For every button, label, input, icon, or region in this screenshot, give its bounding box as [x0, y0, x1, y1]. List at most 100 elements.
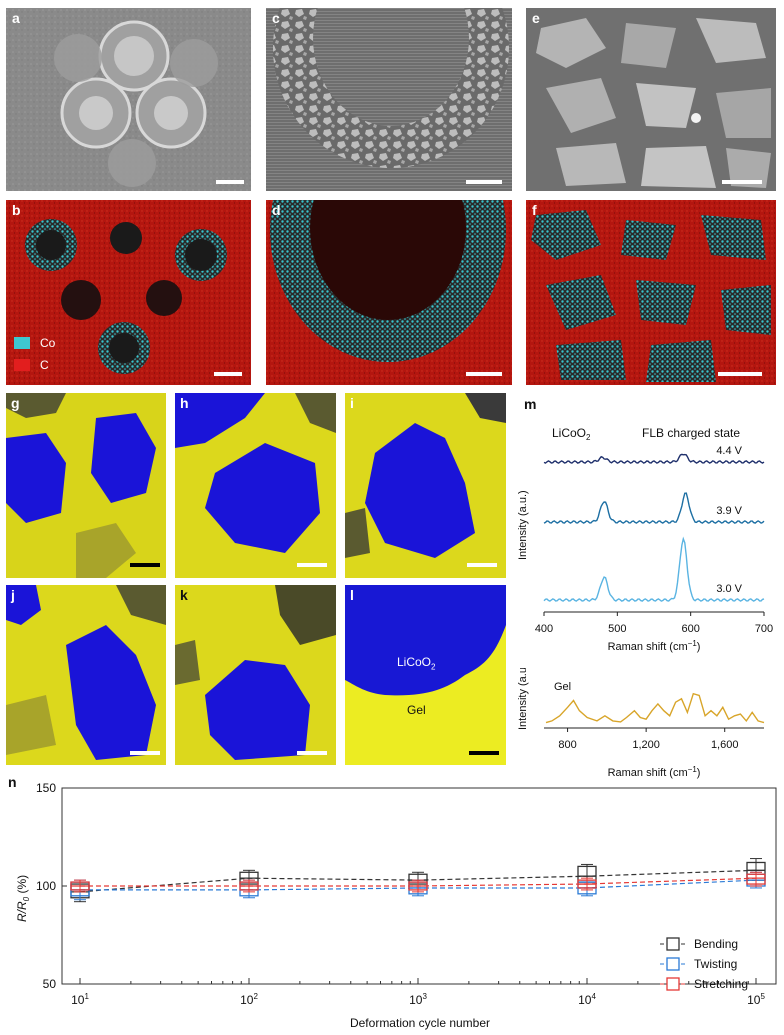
chart-n-xticks: 101 102 103 104 105: [71, 978, 765, 1007]
raman-gel-chart: Gel Intensity (a.u.) 800 1,200 1,600 Raman…: [517, 668, 765, 779]
sem-image-e: e: [526, 8, 776, 191]
label-licoo2-sub: 2: [431, 662, 436, 672]
label-licoo2: LiCoO2: [397, 655, 435, 671]
raman-map-j-graphic: [6, 585, 166, 765]
raman-map-h-graphic: [175, 393, 336, 578]
raman-top-xtick-label: 400: [535, 623, 553, 635]
panel-label-a: a: [12, 10, 20, 26]
chart-n-legend-box: [666, 957, 680, 971]
raman-gel-ylabel: Intensity (a.u.): [517, 668, 529, 730]
chart-n-ytick-label: 100: [36, 879, 56, 893]
chart-n-ytick-label: 50: [43, 977, 57, 991]
raman-gel-ticks: 800 1,200 1,600: [558, 728, 738, 751]
raman-top-ylabel: Intensity (a.u.): [517, 490, 529, 560]
raman-gel-xtick-label: 800: [558, 739, 576, 751]
chart-n-xtick-label: 104: [578, 992, 596, 1007]
chart-n-xtick-label: 103: [409, 992, 427, 1007]
raman-series-label: 3.9 V: [716, 505, 742, 517]
legend-item-c: C: [14, 358, 55, 372]
raman-gel-series-line: [545, 692, 765, 724]
chart-n-legend-label: Bending: [694, 937, 738, 951]
raman-gel-xtick-label: 1,600: [711, 739, 739, 751]
panel-label-j: j: [11, 587, 15, 603]
scale-bar-c: [466, 180, 502, 184]
panel-label-b: b: [12, 202, 21, 218]
sem-image-e-graphic: [526, 8, 776, 191]
legend-swatch-co: [14, 337, 30, 349]
raman-spectra-chart: LiCoO2 FLB charged state Intensity (a.u.…: [517, 426, 773, 653]
raman-map-g-graphic: [6, 393, 166, 578]
chart-n-legend-label: Twisting: [694, 957, 737, 971]
panel-label-d: d: [272, 202, 281, 218]
chart-n-series: [70, 858, 766, 903]
chart-n-legend-label: Stretching: [694, 977, 748, 991]
eds-map-f-graphic: [526, 200, 776, 385]
eds-map-d: d: [266, 200, 512, 385]
scale-bar-i: [467, 563, 497, 567]
legend-swatch-c: [14, 359, 30, 371]
raman-map-k-graphic: [175, 585, 336, 765]
raman-series-line: [543, 453, 765, 464]
chart-n-xlabel: Deformation cycle number: [350, 1016, 490, 1030]
legend-label-c: C: [40, 358, 49, 372]
panel-label-m: m: [524, 396, 537, 412]
raman-gel-label: Gel: [554, 681, 571, 693]
raman-gel-xlabel: Raman shift (cm−1): [608, 765, 701, 779]
scale-bar-d: [466, 372, 502, 376]
raman-series-line: [543, 536, 765, 602]
panel-label-c: c: [272, 10, 280, 26]
raman-map-g: g: [6, 393, 166, 578]
raman-top-xlabel: Raman shift (cm−1): [608, 639, 701, 653]
chart-n-legend-box: [666, 937, 680, 951]
panel-label-i: i: [350, 395, 354, 411]
raman-map-j: j: [6, 585, 166, 765]
sem-image-c-graphic: [266, 8, 512, 191]
chart-n-legend: Bending Twisting Stretching: [660, 937, 748, 991]
raman-gel-xtick-label: 1,200: [632, 739, 660, 751]
raman-map-h: h: [175, 393, 336, 578]
sem-image-c: c: [266, 8, 512, 191]
label-gel: Gel: [407, 703, 426, 717]
chart-n-xtick-label: 105: [747, 992, 765, 1007]
raman-map-i-graphic: [345, 393, 506, 578]
scale-bar-k: [297, 751, 327, 755]
eds-map-b: b Co C: [6, 200, 251, 385]
panel-label-e: e: [532, 10, 540, 26]
legend-label-co: Co: [40, 336, 56, 350]
panel-label-f: f: [532, 202, 537, 218]
scale-bar-f: [718, 372, 762, 376]
scale-bar-e: [722, 180, 762, 184]
raman-top-title: LiCoO2: [552, 426, 591, 442]
legend-b: Co C: [14, 336, 55, 372]
raman-map-l-graphic: [345, 585, 506, 765]
raman-top-xtick-label: 500: [608, 623, 626, 635]
label-licoo2-main: LiCoO: [397, 655, 432, 669]
chart-n-xtick-label: 102: [240, 992, 258, 1007]
raman-series-label: 4.4 V: [716, 445, 742, 457]
raman-top-labels: 4.4 V 3.9 V 3.0 V: [716, 445, 742, 595]
chart-n-ytick-label: 150: [36, 781, 56, 795]
panel-label-h: h: [180, 395, 189, 411]
eds-map-f: f: [526, 200, 776, 385]
sem-image-a-graphic: [6, 8, 251, 191]
raman-top-xtick-label: 700: [755, 623, 773, 635]
panel-label-k: k: [180, 587, 188, 603]
panel-label-l: l: [350, 587, 354, 603]
chart-n-yticks: 50 100 150: [36, 781, 67, 991]
scale-bar-j: [130, 751, 160, 755]
raman-map-l: l LiCoO2 Gel: [345, 585, 506, 765]
eds-map-d-graphic: [266, 200, 512, 385]
raman-series-label: 3.0 V: [716, 583, 742, 595]
raman-top-xtick-label: 600: [681, 623, 699, 635]
scale-bar-g: [130, 563, 160, 567]
scale-bar-b: [214, 372, 242, 376]
eds-map-b-graphic: [6, 200, 251, 385]
legend-item-co: Co: [14, 336, 55, 350]
raman-map-i: i: [345, 393, 506, 578]
raman-top-ticks: 400 500 600 700: [535, 612, 773, 635]
sem-image-a: a: [6, 8, 251, 191]
scale-bar-h: [297, 563, 327, 567]
raman-top-lines: [543, 453, 765, 602]
raman-map-k: k: [175, 585, 336, 765]
chart-n-box: [746, 873, 766, 885]
